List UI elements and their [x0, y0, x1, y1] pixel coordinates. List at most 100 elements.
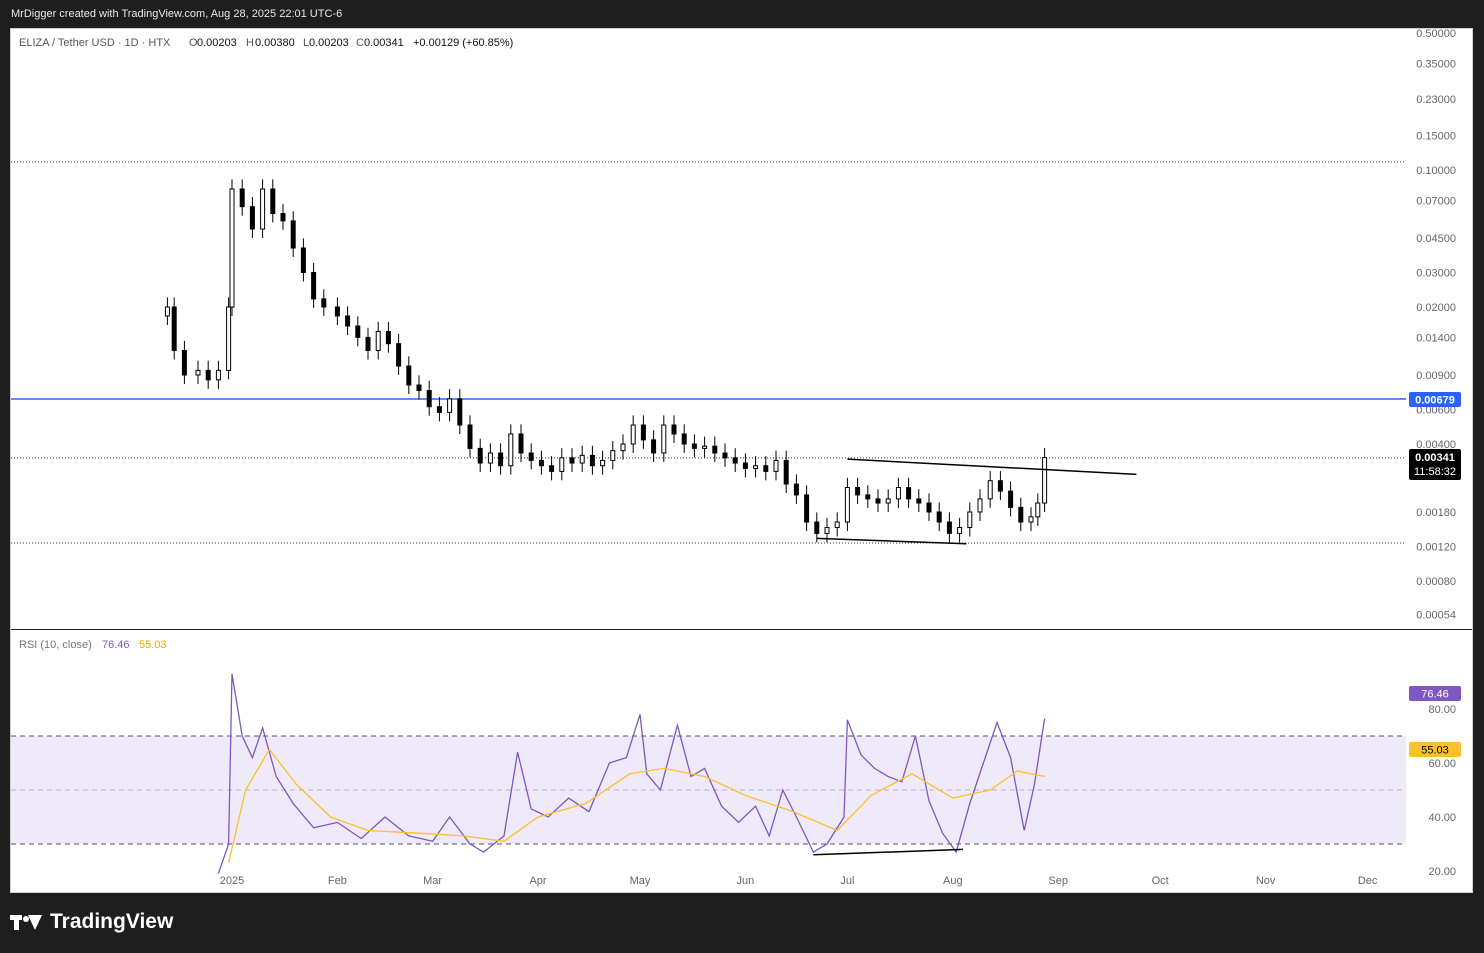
candle-body[interactable]: [365, 336, 371, 351]
candle-body[interactable]: [249, 206, 255, 230]
candle-body[interactable]: [477, 447, 483, 464]
candle-body[interactable]: [712, 445, 718, 454]
rsi-lines[interactable]: [217, 673, 1046, 874]
price-pane[interactable]: [11, 29, 1473, 629]
change-value: +0.00129 (+60.85%): [413, 37, 513, 49]
candle-body[interactable]: [589, 454, 595, 467]
candle-body[interactable]: [538, 459, 544, 467]
candle-body[interactable]: [549, 465, 555, 472]
candle-body[interactable]: [855, 487, 861, 496]
candle-body[interactable]: [844, 487, 850, 523]
candle-body[interactable]: [559, 457, 565, 472]
candle-body[interactable]: [334, 306, 340, 317]
candle-body[interactable]: [1018, 506, 1024, 523]
candle-body[interactable]: [865, 494, 871, 500]
candle-body[interactable]: [722, 452, 728, 459]
candle-body[interactable]: [457, 398, 463, 426]
candle-body[interactable]: [702, 445, 708, 449]
candle-body[interactable]: [681, 433, 687, 445]
candle-body[interactable]: [936, 511, 942, 523]
candle-body[interactable]: [195, 369, 201, 376]
candle-body[interactable]: [487, 452, 493, 464]
candle-body[interactable]: [875, 498, 881, 504]
candle-body[interactable]: [620, 443, 626, 452]
chart-canvas[interactable]: ELIZA / Tether USD · 1D · HTX O 0.00203 …: [11, 29, 1473, 893]
candle-body[interactable]: [300, 247, 306, 273]
candle-body[interactable]: [742, 462, 748, 470]
candle-body[interactable]: [508, 433, 514, 467]
candle-body[interactable]: [569, 457, 575, 464]
candle-body[interactable]: [229, 188, 235, 308]
candle-body[interactable]: [1028, 516, 1034, 523]
candle-body[interactable]: [280, 212, 286, 222]
candle-body[interactable]: [1042, 457, 1048, 504]
candle-body[interactable]: [447, 398, 453, 413]
candle-body[interactable]: [946, 521, 952, 534]
chart-frame[interactable]: ELIZA / Tether USD · 1D · HTX O 0.00203 …: [10, 28, 1473, 893]
candle-body[interactable]: [814, 521, 820, 534]
candle-body[interactable]: [773, 459, 779, 472]
rsi-line[interactable]: [217, 673, 1046, 874]
candle-body[interactable]: [171, 306, 177, 351]
candle-body[interactable]: [753, 465, 759, 470]
candle-body[interactable]: [1008, 490, 1014, 508]
trendline[interactable]: [816, 537, 967, 545]
trendlines[interactable]: [816, 458, 1137, 545]
rsi-divergence-line[interactable]: [813, 848, 964, 856]
candle-body[interactable]: [661, 424, 667, 454]
candle-body[interactable]: [498, 452, 504, 467]
candle-body[interactable]: [916, 498, 922, 504]
candles[interactable]: [164, 179, 1048, 543]
candle-body[interactable]: [691, 443, 697, 449]
candle-body[interactable]: [311, 271, 317, 300]
candle-body[interactable]: [1035, 502, 1041, 518]
candle-body[interactable]: [885, 498, 891, 504]
candle-body[interactable]: [181, 349, 187, 376]
candle-body[interactable]: [997, 480, 1003, 492]
candle-body[interactable]: [640, 424, 646, 441]
candle-body[interactable]: [215, 369, 221, 381]
candle-body[interactable]: [385, 331, 391, 345]
trendline[interactable]: [847, 458, 1137, 476]
candle-body[interactable]: [205, 369, 211, 381]
candle-body[interactable]: [290, 220, 296, 249]
candle-body[interactable]: [906, 487, 912, 500]
candle-body[interactable]: [977, 498, 983, 513]
candle-body[interactable]: [651, 439, 657, 454]
candle-body[interactable]: [987, 480, 993, 500]
candle-body[interactable]: [396, 343, 402, 367]
candle-body[interactable]: [467, 424, 473, 449]
candle-body[interactable]: [957, 527, 963, 534]
candle-body[interactable]: [518, 433, 524, 454]
candle-body[interactable]: [793, 483, 799, 496]
candle-body[interactable]: [824, 527, 830, 534]
candle-body[interactable]: [967, 511, 973, 529]
candle-body[interactable]: [226, 306, 232, 371]
candle-body[interactable]: [375, 331, 381, 351]
candle-body[interactable]: [671, 424, 677, 435]
candle-body[interactable]: [239, 188, 245, 208]
candle-body[interactable]: [321, 298, 327, 308]
candle-body[interactable]: [763, 465, 769, 472]
candle-body[interactable]: [804, 494, 810, 523]
candle-body[interactable]: [834, 521, 840, 529]
candle-body[interactable]: [436, 406, 442, 413]
candle-body[interactable]: [732, 457, 738, 464]
candle-body[interactable]: [164, 306, 170, 317]
rsi-ma-line[interactable]: [227, 748, 1045, 864]
candle-body[interactable]: [528, 452, 534, 461]
candle-body[interactable]: [600, 459, 606, 467]
candle-body[interactable]: [416, 384, 422, 392]
candle-body[interactable]: [926, 502, 932, 513]
candle-body[interactable]: [426, 390, 432, 408]
candle-body[interactable]: [579, 454, 585, 464]
candle-body[interactable]: [270, 188, 276, 214]
candle-body[interactable]: [783, 459, 789, 485]
candle-body[interactable]: [610, 450, 616, 461]
candle-body[interactable]: [630, 424, 636, 445]
candle-body[interactable]: [260, 188, 266, 230]
candle-body[interactable]: [406, 365, 412, 386]
candle-body[interactable]: [355, 325, 361, 338]
candle-body[interactable]: [345, 315, 351, 327]
candle-body[interactable]: [895, 487, 901, 500]
